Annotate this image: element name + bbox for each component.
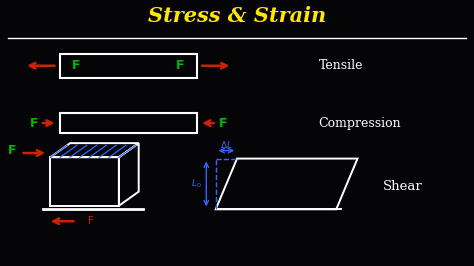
Text: F: F bbox=[88, 216, 93, 226]
Text: F: F bbox=[219, 117, 227, 130]
Text: $L_0$: $L_0$ bbox=[191, 178, 201, 190]
Text: F: F bbox=[72, 59, 81, 72]
Bar bbox=[60, 113, 197, 133]
Text: $\Delta L$: $\Delta L$ bbox=[220, 139, 233, 150]
Text: Stress & Strain: Stress & Strain bbox=[148, 6, 326, 26]
Text: F: F bbox=[176, 59, 184, 72]
Text: F: F bbox=[29, 117, 38, 130]
Text: Tensile: Tensile bbox=[319, 59, 363, 72]
Text: Shear: Shear bbox=[383, 180, 422, 193]
Text: F: F bbox=[8, 144, 17, 157]
Bar bbox=[60, 54, 197, 78]
Text: Compression: Compression bbox=[319, 117, 401, 130]
